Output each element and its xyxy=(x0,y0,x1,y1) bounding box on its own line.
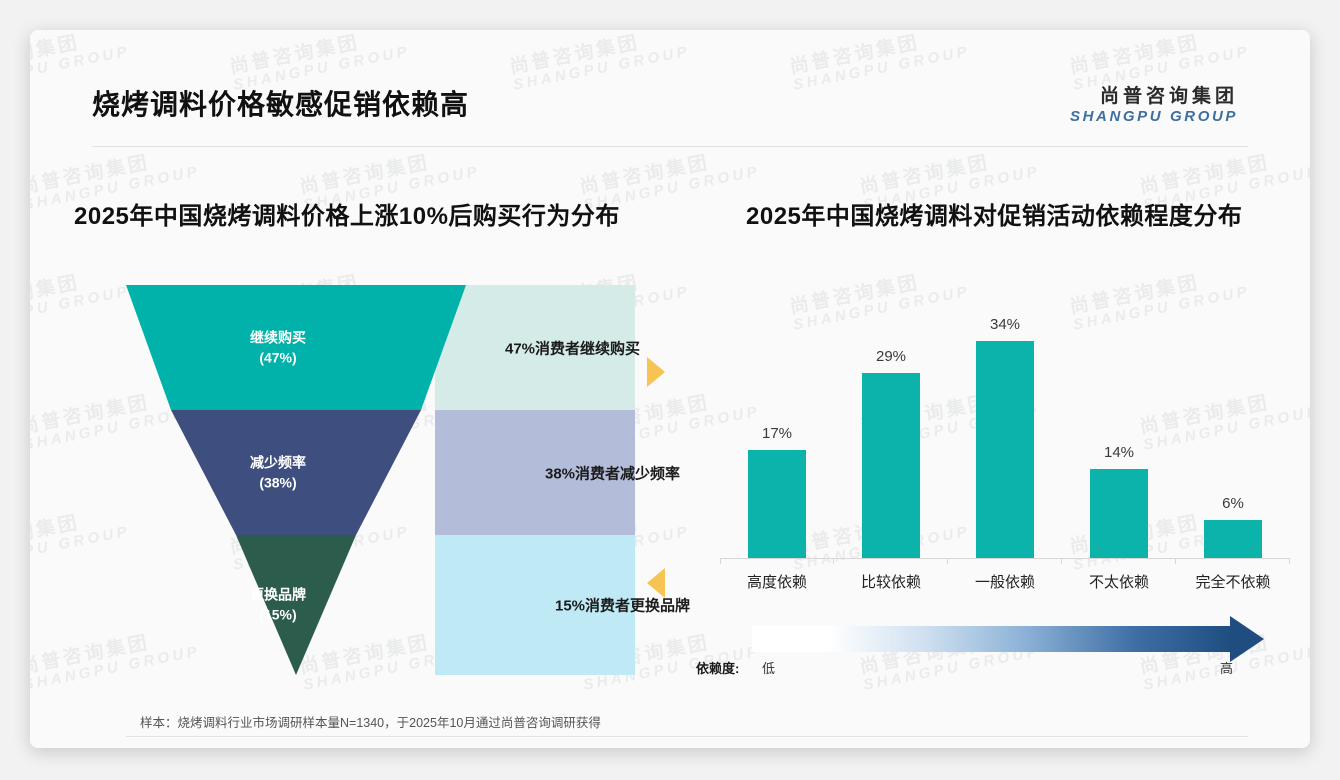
bar-chart: 17% 29% 34% 14% 6% 高度依赖 比较依赖 一般依赖 不太依赖 完全不依赖 xyxy=(720,280,1290,600)
legend-low-label: 低 xyxy=(762,661,776,676)
gradient-bar xyxy=(752,626,1232,652)
funnel-row: 47%消费者继续购买 继续购买 (47%) xyxy=(90,285,640,410)
header-divider xyxy=(92,146,1248,147)
triangle-left-icon xyxy=(647,568,665,598)
funnel-segment-label: 减少频率 (38%) xyxy=(250,454,306,491)
footer-divider xyxy=(126,736,1248,737)
bar[interactable] xyxy=(748,449,806,558)
bar-series: 17% 29% 34% 14% 6% xyxy=(720,303,1290,558)
axis-tick xyxy=(948,558,1062,564)
funnel-segment xyxy=(126,285,466,410)
bar[interactable] xyxy=(1090,468,1148,558)
bar-value-label: 17% xyxy=(761,424,793,442)
bar-column[interactable]: 6% xyxy=(1176,303,1290,558)
x-axis-category-labels: 高度依赖 比较依赖 一般依赖 不太依赖 完全不依赖 xyxy=(720,571,1290,592)
axis-tick xyxy=(720,558,834,564)
dependency-gradient-legend: 依赖度: 低 高 xyxy=(696,616,1280,682)
funnel-segment-label: 继续购买 (47%) xyxy=(250,329,306,366)
source-note: 样本：烧烤调料行业市场调研样本量N=1340，于2025年10月通过尚普咨询调研… xyxy=(140,716,601,730)
funnel-chart: 47%消费者继续购买 继续购买 (47%) 38%消费者减少频率 减少频率 (38%)… xyxy=(90,285,690,675)
funnel-row: 15%消费者更换品牌 更换品牌 (15%) xyxy=(90,535,690,675)
category-label: 完全不依赖 xyxy=(1195,574,1271,591)
bar-value-label: 6% xyxy=(1222,494,1244,512)
bar[interactable] xyxy=(976,341,1034,558)
bar-value-label: 34% xyxy=(989,316,1021,334)
bar-column[interactable]: 29% xyxy=(834,303,948,558)
right-panel-title: 2025年中国烧烤调料对促销活动依赖程度分布 xyxy=(746,203,1243,230)
bar[interactable] xyxy=(862,373,920,558)
category-label: 比较依赖 xyxy=(860,574,921,591)
slide-header: 烧烤调料价格敏感促销依赖高 尚普咨询集团 SHANGPU GROUP xyxy=(30,30,1310,125)
bar-column[interactable]: 14% xyxy=(1062,303,1176,558)
triangle-right-icon xyxy=(647,357,665,387)
funnel-row: 38%消费者减少频率 减少频率 (38%) xyxy=(90,410,680,535)
axis-tick xyxy=(1176,558,1290,564)
funnel-side-label: 47%消费者继续购买 xyxy=(505,340,641,357)
x-axis-line xyxy=(720,558,1290,559)
left-panel-title: 2025年中国烧烤调料价格上涨10%后购买行为分布 xyxy=(74,203,620,230)
logo-english-text: SHANGPU GROUP xyxy=(1070,107,1238,125)
logo-chinese-text: 尚普咨询集团 xyxy=(1099,86,1238,107)
axis-tick xyxy=(834,558,948,564)
bar[interactable] xyxy=(1204,519,1262,558)
category-label: 高度依赖 xyxy=(746,574,807,591)
funnel-side-band: 38%消费者减少频率 xyxy=(435,410,680,535)
bar-value-label: 29% xyxy=(875,348,907,366)
page-title: 烧烤调料价格敏感促销依赖高 xyxy=(92,89,470,120)
funnel-side-label: 15%消费者更换品牌 xyxy=(555,597,691,615)
funnel-segment-label: 更换品牌 (15%) xyxy=(250,586,306,623)
bar-column[interactable]: 34% xyxy=(948,303,1062,558)
bar-value-label: 14% xyxy=(1103,443,1135,461)
bar-column[interactable]: 17% xyxy=(720,303,834,558)
category-label: 一般依赖 xyxy=(974,574,1035,591)
legend-high-label: 高 xyxy=(1220,661,1234,676)
brand-logo: 尚普咨询集团 SHANGPU GROUP xyxy=(1070,86,1238,126)
funnel-side-label: 38%消费者减少频率 xyxy=(545,465,681,482)
slide: 尚普咨询集团 SHANGPU GROUP 尚普咨询集团 SHANGPU GROUP 尚普… xyxy=(30,30,1310,748)
axis-tick xyxy=(1062,558,1176,564)
funnel-side-band: 15%消费者更换品牌 xyxy=(435,535,690,675)
category-label: 不太依赖 xyxy=(1088,574,1149,591)
x-axis-ticks xyxy=(720,558,1290,564)
funnel-side-band: 47%消费者继续购买 xyxy=(435,285,640,410)
gradient-arrow-icon xyxy=(1230,616,1264,662)
legend-title: 依赖度: xyxy=(696,661,740,676)
